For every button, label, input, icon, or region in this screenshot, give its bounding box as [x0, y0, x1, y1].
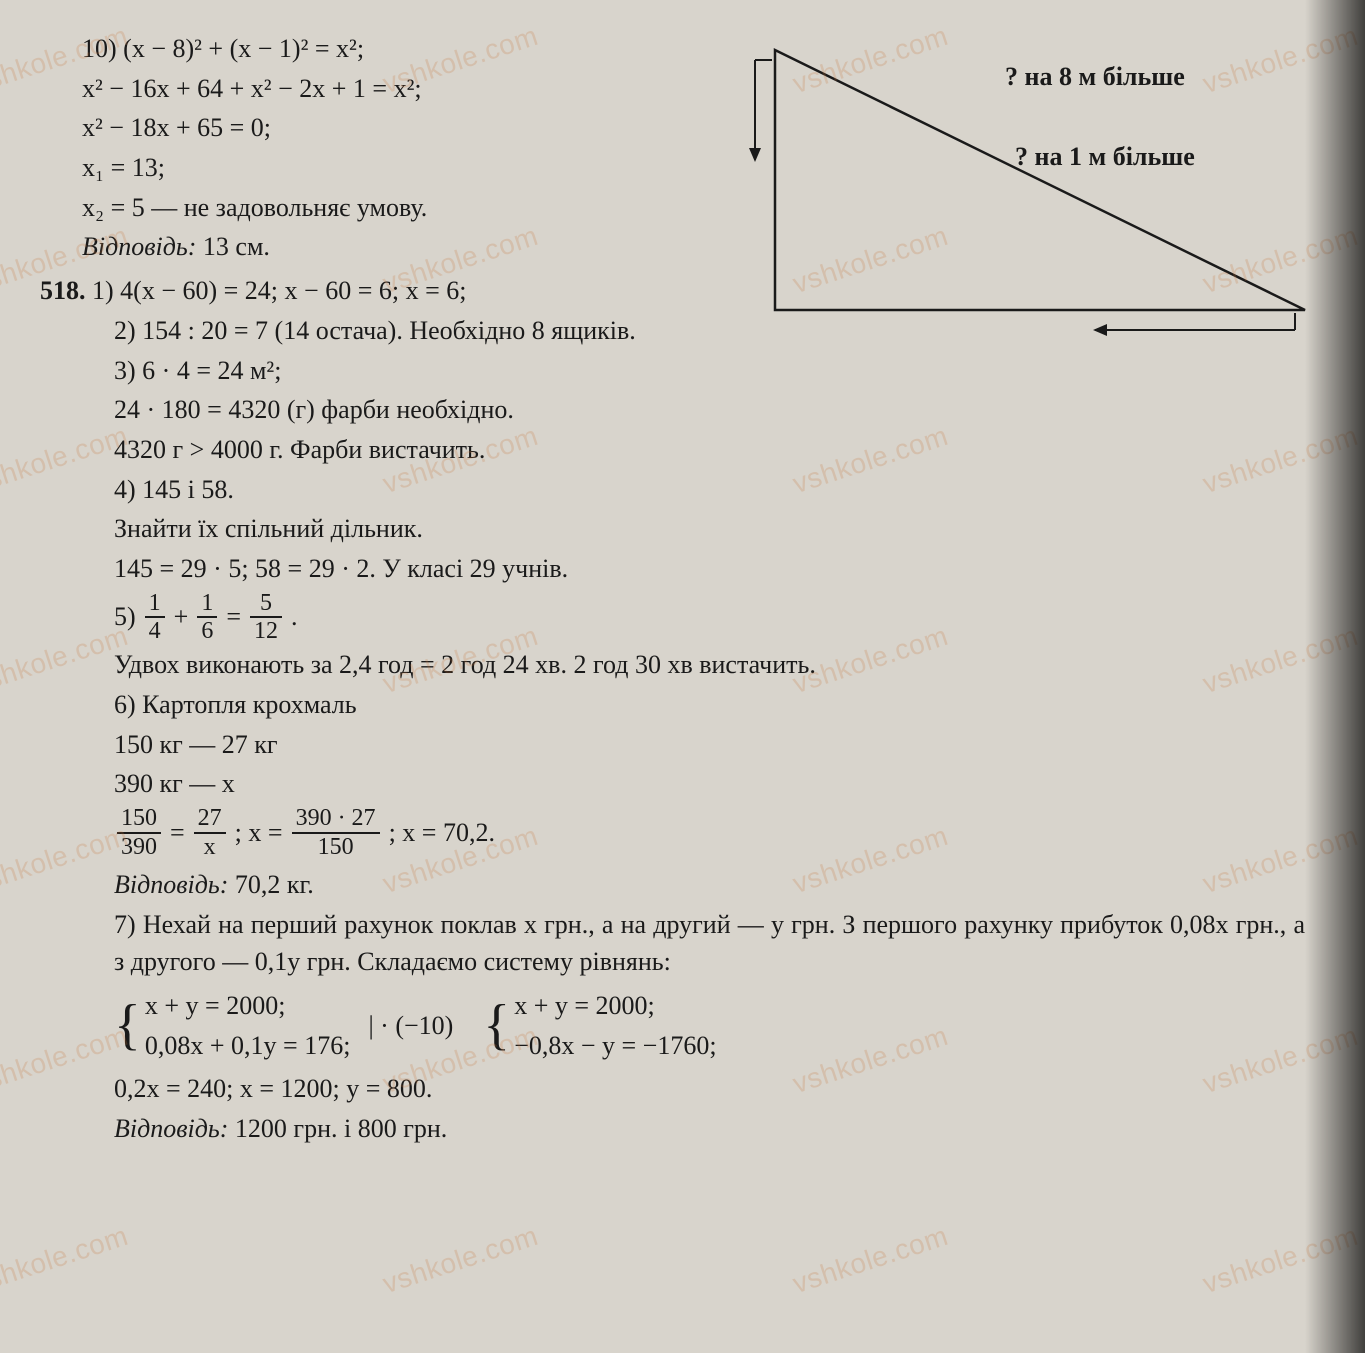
p518-l11: 6) Картопля крохмаль [40, 686, 1325, 724]
ans6-label: Відповідь: [114, 870, 228, 899]
p518-l4: 24 · 180 = 4320 (г) фарби необхідно. [40, 391, 1325, 429]
p518-systems: { x + y = 2000; 0,08x + 0,1y = 176; | · … [40, 987, 1325, 1064]
p518-ans7: Відповідь: 1200 грн. і 800 грн. [40, 1110, 1325, 1148]
f1d: 4 [145, 618, 165, 644]
p10-ans-label: Відповідь: [82, 232, 196, 261]
f6n: 390 · 27 [292, 805, 380, 833]
frac-39027-150: 390 · 27150 [292, 805, 380, 860]
sys2-lines: x + y = 2000; −0,8x − y = −1760; [514, 987, 716, 1064]
f1n: 1 [145, 590, 165, 618]
system-1: { x + y = 2000; 0,08x + 0,1y = 176; [114, 987, 350, 1064]
p518-l8: 145 = 29 · 5; 58 = 29 · 2. У класі 29 уч… [40, 550, 1325, 588]
frac-150-390: 150390 [117, 805, 161, 860]
p518-l6: 4) 145 і 58. [40, 471, 1325, 509]
p518-l13: 390 кг — x [40, 765, 1325, 803]
system-2: { x + y = 2000; −0,8x − y = −1760; [483, 987, 716, 1064]
p518-l12: 150 кг — 27 кг [40, 726, 1325, 764]
plus: + [174, 598, 189, 636]
ans6-val: 70,2 кг. [228, 870, 313, 899]
s1b: 0,08x + 0,1y = 176; [145, 1027, 351, 1065]
dot: . [291, 598, 298, 636]
p518-ans6: Відповідь: 70,2 кг. [40, 866, 1325, 904]
p518-l9: 5) 14 + 16 = 512 . [40, 590, 1325, 645]
p518-l5: 4320 г > 4000 г. Фарби вистачить. [40, 431, 1325, 469]
sys1-lines: x + y = 2000; 0,08x + 0,1y = 176; [145, 987, 351, 1064]
frac-1-6: 16 [197, 590, 217, 645]
p10-ans-val: 13 см. [196, 232, 270, 261]
p10-l3: x² − 18x + 65 = 0; [40, 109, 1325, 147]
frac-1-4: 14 [145, 590, 165, 645]
p518-fracline: 150390 = 27x ; x = 390 · 27150 ; x = 70,… [40, 805, 1325, 860]
p10-l2: x² − 16x + 64 + x² − 2x + 1 = x²; [40, 70, 1325, 108]
p10-answer: Відповідь: 13 см. [40, 228, 1325, 266]
p10-l4: x₁ = 13; [40, 149, 1325, 187]
brace-1: { [114, 999, 141, 1052]
frac-27-x: 27x [194, 805, 226, 860]
ans7-val: 1200 грн. і 800 грн. [228, 1114, 447, 1143]
page-content: 10) (x − 8)² + (x − 1)² = x²; x² − 16x +… [40, 30, 1325, 1148]
p10-l5: x₂ = 5 — не задовольняє умову. [40, 189, 1325, 227]
p518-l14: 7) Нехай на перший рахунок поклав x грн.… [40, 906, 1325, 981]
eq: = [226, 598, 241, 636]
f3d: 12 [250, 618, 282, 644]
mult-note: | · (−10) [368, 1007, 453, 1045]
sc2: ; x = 70,2. [389, 814, 495, 852]
sc: ; x = [235, 814, 283, 852]
watermark: vshkole.com [0, 1216, 133, 1304]
brace-2: { [483, 999, 510, 1052]
f5d: x [194, 834, 226, 860]
p518-l10: Удвох виконають за 2,4 год = 2 год 24 хв… [40, 646, 1325, 684]
ans7-label: Відповідь: [114, 1114, 228, 1143]
p518-l1: 518. 1) 4(x − 60) = 24; x − 60 = 6; x = … [40, 272, 1325, 310]
watermark: vshkole.com [788, 1216, 954, 1304]
p518-l1-text: 1) 4(x − 60) = 24; x − 60 = 6; x = 6; [86, 276, 467, 305]
frac-5-12: 512 [250, 590, 282, 645]
page-fold-shadow [1305, 0, 1365, 1353]
s2a: x + y = 2000; [514, 987, 716, 1025]
f2n: 1 [197, 590, 217, 618]
f6d: 150 [292, 834, 380, 860]
f3n: 5 [250, 590, 282, 618]
p518-l15: 0,2x = 240; x = 1200; y = 800. [40, 1070, 1325, 1108]
f5n: 27 [194, 805, 226, 833]
p518-num: 518. [40, 276, 86, 305]
f4n: 150 [117, 805, 161, 833]
watermark: vshkole.com [378, 1216, 544, 1304]
eq2: = [170, 814, 185, 852]
p518-l2: 2) 154 : 20 = 7 (14 остача). Необхідно 8… [40, 312, 1325, 350]
p518-l9-pre: 5) [114, 598, 136, 636]
s1a: x + y = 2000; [145, 987, 351, 1025]
p518-l7: Знайти їх спільний дільник. [40, 510, 1325, 548]
s2b: −0,8x − y = −1760; [514, 1027, 716, 1065]
p10-l1: 10) (x − 8)² + (x − 1)² = x²; [40, 30, 1325, 68]
f2d: 6 [197, 618, 217, 644]
p518-l3: 3) 6 · 4 = 24 м²; [40, 352, 1325, 390]
f4d: 390 [117, 834, 161, 860]
